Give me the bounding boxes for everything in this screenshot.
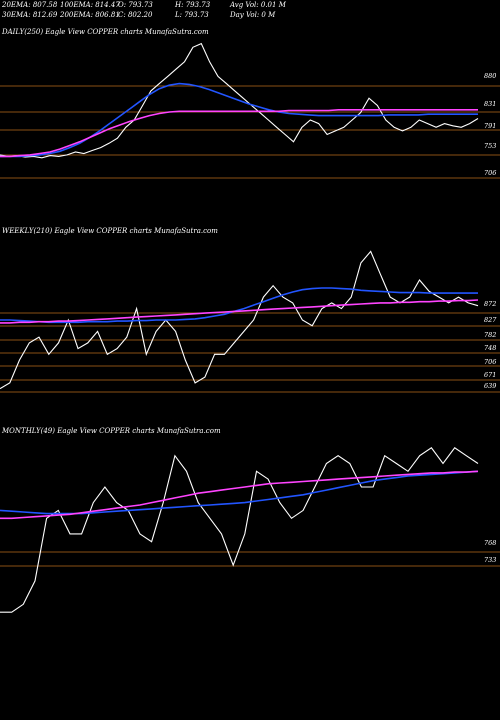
y-tick-label: 753 [484,142,496,150]
series-line [0,470,479,520]
y-tick-label: 639 [484,382,496,390]
header-ema100: 100EMA: 814.47 [60,1,120,9]
header-high: H: 793.73 [175,1,211,9]
y-tick-label: 671 [484,371,496,379]
y-tick-label: 827 [484,316,497,324]
series-line [0,250,479,390]
y-tick-label: 831 [484,100,496,108]
y-tick-label: 768 [484,539,496,547]
header-ema20: 20EMA: 807.58 [2,1,58,9]
header-low: L: 793.73 [175,11,209,19]
series-line [0,470,479,515]
series-line [0,287,478,324]
header-avg-vol: Avg Vol: 0.01 M [230,1,286,9]
header-ema30: 30EMA: 812.69 [2,11,58,19]
y-tick-label: 733 [484,556,496,564]
y-tick-label: 872 [484,300,496,308]
y-tick-label: 782 [484,331,496,339]
daily-panel-title: DAILY(250) Eagle View COPPER charts Muna… [2,28,209,36]
series-line [0,42,479,159]
header-open: O: 793.73 [118,1,153,9]
monthly-panel-title: MONTHLY(49) Eagle View COPPER charts Mun… [2,427,221,435]
y-tick-label: 706 [484,358,496,366]
header-day-vol: Day Vol: 0 M [230,11,276,19]
series-line [0,447,479,613]
y-tick-label: 706 [484,169,496,177]
weekly-panel-title: WEEKLY(210) Eagle View COPPER charts Mun… [2,227,218,235]
y-tick-label: 880 [484,72,496,80]
y-tick-label: 748 [484,344,496,352]
y-tick-label: 791 [484,122,496,130]
header-close: C: 802.20 [118,11,153,19]
series-line [0,299,479,324]
series-line [0,82,478,158]
header-ema200: 200EMA: 806.81 [60,11,120,19]
series-line [0,109,478,158]
